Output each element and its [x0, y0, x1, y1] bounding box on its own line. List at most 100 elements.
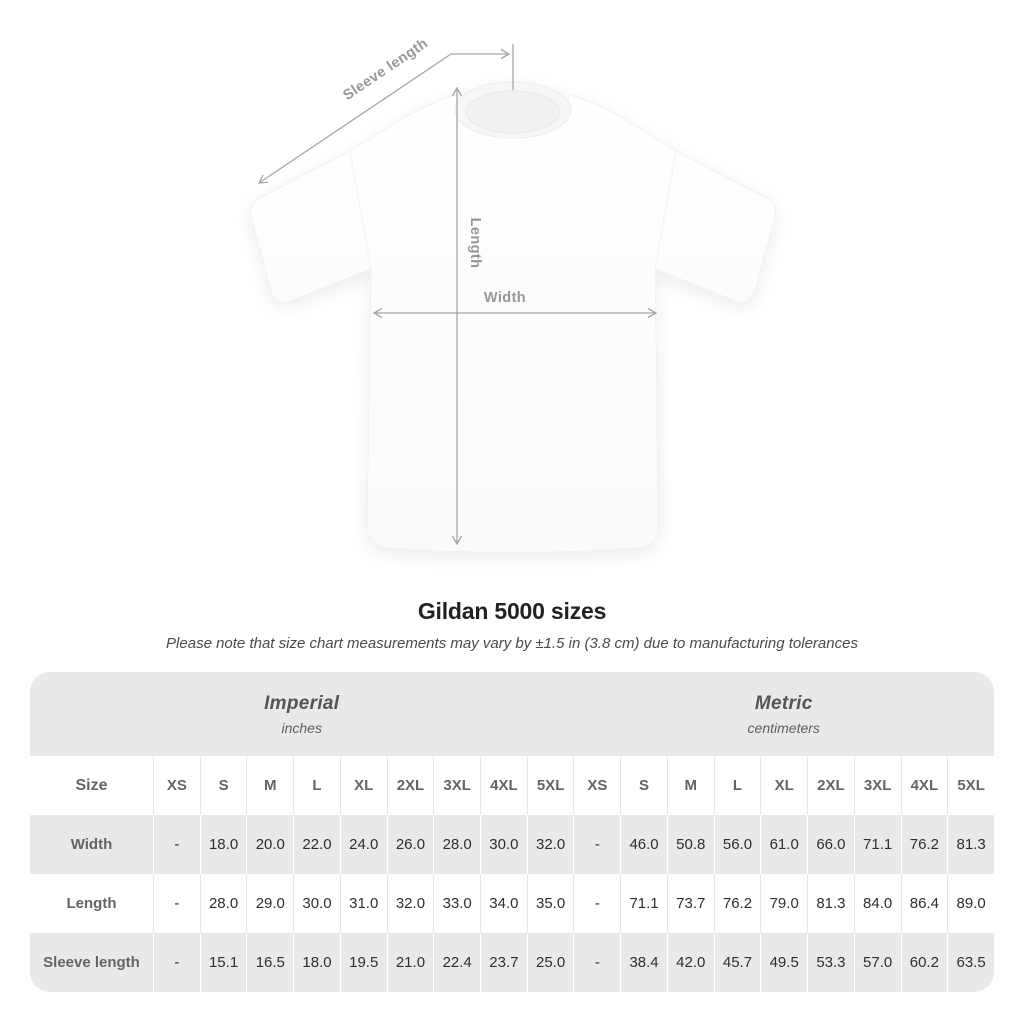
size-col-header: 4XL [900, 756, 948, 815]
measurement-cell: 49.5 [760, 933, 808, 992]
measurement-cell: - [573, 933, 621, 992]
tshirt-illustration [249, 81, 777, 553]
measurement-cell: 28.0 [199, 874, 247, 933]
measurement-cell: 84.0 [853, 874, 901, 933]
measurement-cell: 63.5 [947, 933, 994, 992]
measurement-cell: 23.7 [480, 933, 527, 992]
measurement-cell: 31.0 [339, 874, 387, 933]
length-label: Length [467, 218, 483, 269]
measurement-cell: 29.0 [246, 874, 294, 933]
size-col-header: S [620, 756, 667, 815]
row-label: Sleeve length [30, 933, 153, 992]
sleeve-length-line [258, 53, 509, 184]
measurement-cell: 73.7 [666, 874, 714, 933]
size-chart-table: Imperial inches Metric centimeters Size … [30, 672, 994, 992]
imperial-band: Imperial inches [30, 672, 574, 756]
row-label: Length [30, 874, 153, 933]
metric-band-name: Metric [754, 692, 813, 714]
measurement-cell: - [153, 815, 200, 874]
width-label: Width [484, 290, 526, 306]
size-col-header: L [713, 756, 761, 815]
tshirt-measurement-diagram: Sleeve length Length Width [249, 35, 777, 553]
size-col-header: 4XL [480, 756, 527, 815]
measurement-lines [257, 44, 658, 546]
measurement-cell: - [573, 815, 621, 874]
measurement-cell: 60.2 [900, 933, 948, 992]
measurement-cell: 20.0 [246, 815, 294, 874]
size-col-header: M [666, 756, 714, 815]
tshirt-shoulder-seam-right [654, 150, 677, 270]
table-row: Length -28.0 29.0 30.0 31.0 32.0 33.0 34.0 35.0-… [30, 874, 994, 933]
measurement-cell: 26.0 [386, 815, 434, 874]
measurement-cell: 81.3 [947, 815, 994, 874]
measurement-cell: 18.0 [199, 815, 247, 874]
sleeve-length-label: Sleeve length [340, 35, 431, 103]
tshirt-collar-inner [465, 90, 561, 134]
measurement-cell: 53.3 [807, 933, 854, 992]
row-label: Width [30, 815, 153, 874]
size-col-header: S [199, 756, 247, 815]
size-col-header: M [246, 756, 294, 815]
arrowhead-right-icon [500, 48, 511, 60]
measurement-cell: 66.0 [807, 815, 854, 874]
measurement-cell: 81.3 [807, 874, 854, 933]
measurement-cell: 33.0 [433, 874, 481, 933]
imperial-band-unit: inches [281, 719, 322, 736]
unit-band-row: Imperial inches Metric centimeters [30, 672, 994, 756]
page-title: Gildan 5000 sizes [417, 598, 607, 624]
size-col-header: 5XL [947, 756, 994, 815]
measurement-cell: 18.0 [293, 933, 340, 992]
measurement-cell: 16.5 [246, 933, 294, 992]
measurement-cell: 86.4 [900, 874, 948, 933]
size-col-header: 3XL [853, 756, 901, 815]
measurement-cell: - [573, 874, 621, 933]
measurement-cell: 15.1 [199, 933, 247, 992]
measurement-cell: 61.0 [760, 815, 808, 874]
measurement-cell: - [153, 874, 200, 933]
measurement-cell: 38.4 [620, 933, 667, 992]
measurement-cell: 76.2 [713, 874, 761, 933]
measurement-cell: 35.0 [526, 874, 574, 933]
measurement-cell: 32.0 [386, 874, 434, 933]
tshirt-shoulder-seam-left [349, 150, 372, 270]
arrowhead-up-icon [451, 86, 463, 97]
measurement-cell: 76.2 [900, 815, 948, 874]
metric-band-unit: centimeters [747, 719, 820, 736]
size-col-header: XL [339, 756, 387, 815]
measurement-cell: 25.0 [526, 933, 574, 992]
arrowhead-right2-icon [647, 307, 658, 319]
size-col-header: L [293, 756, 340, 815]
measurement-cell: 24.0 [339, 815, 387, 874]
measurement-cell: 30.0 [480, 815, 527, 874]
measurement-cell: 79.0 [760, 874, 808, 933]
measurement-cell: 57.0 [853, 933, 901, 992]
size-col-header: 2XL [386, 756, 434, 815]
measurement-rows: Width -18.0 20.0 22.0 24.0 26.0 28.0 30.0 32.0-4… [30, 815, 994, 992]
measurement-cell: 71.1 [853, 815, 901, 874]
measurement-cell: 46.0 [620, 815, 667, 874]
size-col-header: XL [760, 756, 808, 815]
measurement-cell: 19.5 [339, 933, 387, 992]
arrowhead-left-icon [372, 307, 383, 319]
tshirt-body [249, 94, 777, 553]
measurement-cell: 71.1 [620, 874, 667, 933]
arrowhead-down-icon [451, 535, 463, 546]
table-row: Width -18.0 20.0 22.0 24.0 26.0 28.0 30.0 32.0-4… [30, 815, 994, 874]
measurement-cell: 21.0 [386, 933, 434, 992]
size-col-header: 3XL [433, 756, 481, 815]
size-col-header: XS [153, 756, 200, 815]
measurement-cell: 34.0 [480, 874, 527, 933]
size-header-row: Size XS S M L XL 2XL 3XL 4XL 5XL XS S M L XL 2XL 3XL 4XL… [30, 756, 994, 815]
size-header: Size [30, 756, 153, 815]
size-col-header: XS [573, 756, 621, 815]
size-col-header: 5XL [526, 756, 574, 815]
measurement-cell: 28.0 [433, 815, 481, 874]
measurement-cell: 22.0 [293, 815, 340, 874]
measurement-cell: 30.0 [293, 874, 340, 933]
measurement-cell: 42.0 [666, 933, 714, 992]
measurement-cell: 22.4 [433, 933, 481, 992]
page-subtitle: Please note that size chart measurements… [166, 635, 858, 652]
metric-band: Metric centimeters [573, 672, 994, 756]
measurement-cell: 50.8 [666, 815, 714, 874]
imperial-band-name: Imperial [264, 692, 340, 714]
